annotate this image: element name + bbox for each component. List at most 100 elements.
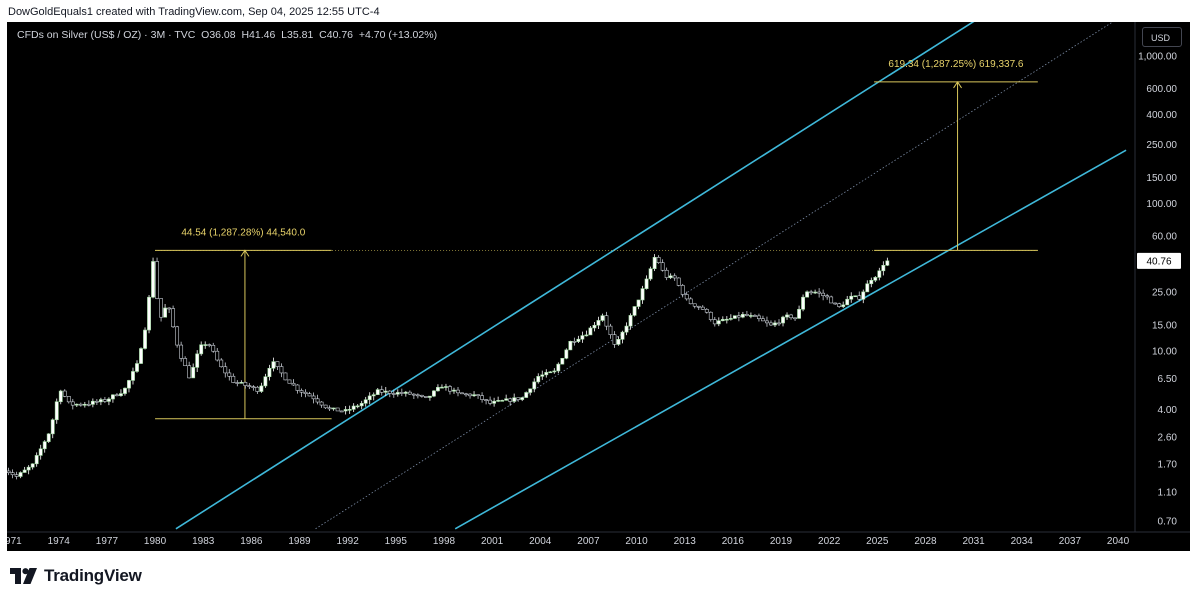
measure-label: 619.34 (1,287.25%) 619,337.6: [888, 59, 1024, 70]
x-tick-label: 2001: [481, 536, 504, 547]
candle-body: [387, 390, 392, 394]
candle-body: [652, 257, 657, 269]
candle-body: [885, 260, 890, 266]
candle-body: [456, 389, 460, 394]
y-tick-label: 0.70: [1158, 517, 1178, 528]
candle-body: [797, 308, 801, 319]
candle-body: [548, 371, 553, 374]
x-tick-label: 2034: [1011, 536, 1034, 547]
channel-line-lower: [454, 149, 1127, 530]
candle-body: [227, 372, 232, 377]
candle-body: [616, 339, 621, 345]
candle-body: [436, 387, 440, 392]
candle-body: [26, 466, 31, 471]
candle-body: [143, 329, 147, 349]
legend-high: H41.46: [241, 29, 276, 41]
y-tick-label: 6.50: [1158, 374, 1178, 385]
candle-body: [403, 391, 408, 394]
candle-body: [371, 394, 376, 397]
candle-body: [86, 403, 91, 406]
candle-body: [680, 285, 685, 295]
candle-body: [98, 399, 103, 403]
last-price-label: 40.76: [1146, 256, 1171, 267]
candle-body: [552, 370, 557, 373]
x-tick-label: 2028: [914, 536, 937, 547]
candle-body: [38, 448, 43, 456]
x-tick-label: 2004: [529, 536, 552, 547]
currency-button[interactable]: USD: [1142, 27, 1182, 47]
candle-body: [315, 398, 320, 403]
candle-body: [845, 298, 850, 306]
candle-body: [195, 353, 200, 368]
x-tick-label: 2016: [722, 536, 745, 547]
footer-logo: TradingView: [10, 566, 142, 586]
candle-body: [708, 311, 713, 320]
candle-body: [801, 296, 805, 310]
candle-body: [207, 344, 212, 346]
candle-body: [243, 382, 248, 386]
candle-body: [620, 331, 625, 340]
candle-body: [395, 392, 400, 395]
candle-body: [749, 315, 753, 317]
candle-body: [119, 393, 123, 397]
candle-body: [588, 327, 593, 336]
candle-body: [604, 315, 609, 327]
measure-label: 44.54 (1,287.28%) 44,540.0: [181, 227, 305, 238]
candle-body: [339, 410, 344, 413]
candle-body: [757, 315, 761, 320]
candle-body: [753, 315, 757, 317]
candle-body: [111, 394, 115, 400]
candle-body: [267, 367, 272, 378]
chart-credit: DowGoldEquals1 created with TradingView.…: [8, 6, 380, 18]
candle-body: [640, 288, 645, 301]
candle-body: [628, 315, 633, 327]
candle-body: [379, 389, 384, 393]
x-tick-label: 2040: [1107, 536, 1130, 547]
candle-body: [279, 366, 284, 374]
candle-body: [504, 398, 509, 401]
candle-body: [231, 375, 236, 383]
candle-body: [464, 393, 468, 396]
candle-body: [211, 345, 216, 352]
candle-body: [295, 384, 300, 391]
y-tick-label: 1,000.00: [1138, 52, 1177, 63]
candle-body: [833, 302, 838, 305]
price-chart[interactable]: 44.54 (1,287.28%) 44,540.0 619.34 (1,287.…: [7, 22, 1190, 551]
candle-body: [644, 278, 649, 289]
candle-body: [163, 307, 167, 318]
candle-body: [90, 400, 95, 405]
candle-body: [572, 340, 577, 343]
candle-body: [303, 391, 308, 395]
y-tick-label: 100.00: [1146, 199, 1177, 210]
candle-body: [419, 394, 424, 397]
candle-body: [524, 392, 529, 398]
candle-body: [335, 407, 340, 412]
candle-body: [155, 261, 159, 299]
candle-body: [383, 390, 388, 393]
y-tick-label: 1.70: [1158, 460, 1178, 471]
legend-open: O36.08: [201, 29, 236, 41]
candle-body: [70, 401, 75, 406]
candle-body: [343, 409, 348, 412]
candle-body: [215, 350, 220, 361]
channel-midline: [315, 22, 1114, 530]
candle-body: [849, 295, 854, 300]
candle-body: [323, 404, 328, 409]
candle-body: [74, 403, 79, 406]
candle-body: [319, 401, 324, 406]
x-tick-label: 1977: [96, 536, 119, 547]
candle-body: [351, 405, 356, 410]
candle-body: [102, 399, 107, 402]
candle-body: [299, 390, 304, 393]
candle-body: [488, 399, 492, 404]
candle-body: [291, 382, 296, 386]
chart-panel[interactable]: 44.54 (1,287.28%) 44,540.0 619.34 (1,287.…: [7, 22, 1190, 551]
legend-close: C40.76: [319, 29, 353, 41]
candle-body: [688, 298, 693, 305]
candle-body: [528, 388, 533, 393]
candle-body: [596, 320, 601, 326]
candle-body: [468, 393, 472, 397]
candle-body: [131, 371, 135, 381]
candle-body: [444, 386, 448, 388]
legend-symbol: CFDs on Silver (US$ / OZ) · 3M · TVC: [17, 29, 196, 41]
